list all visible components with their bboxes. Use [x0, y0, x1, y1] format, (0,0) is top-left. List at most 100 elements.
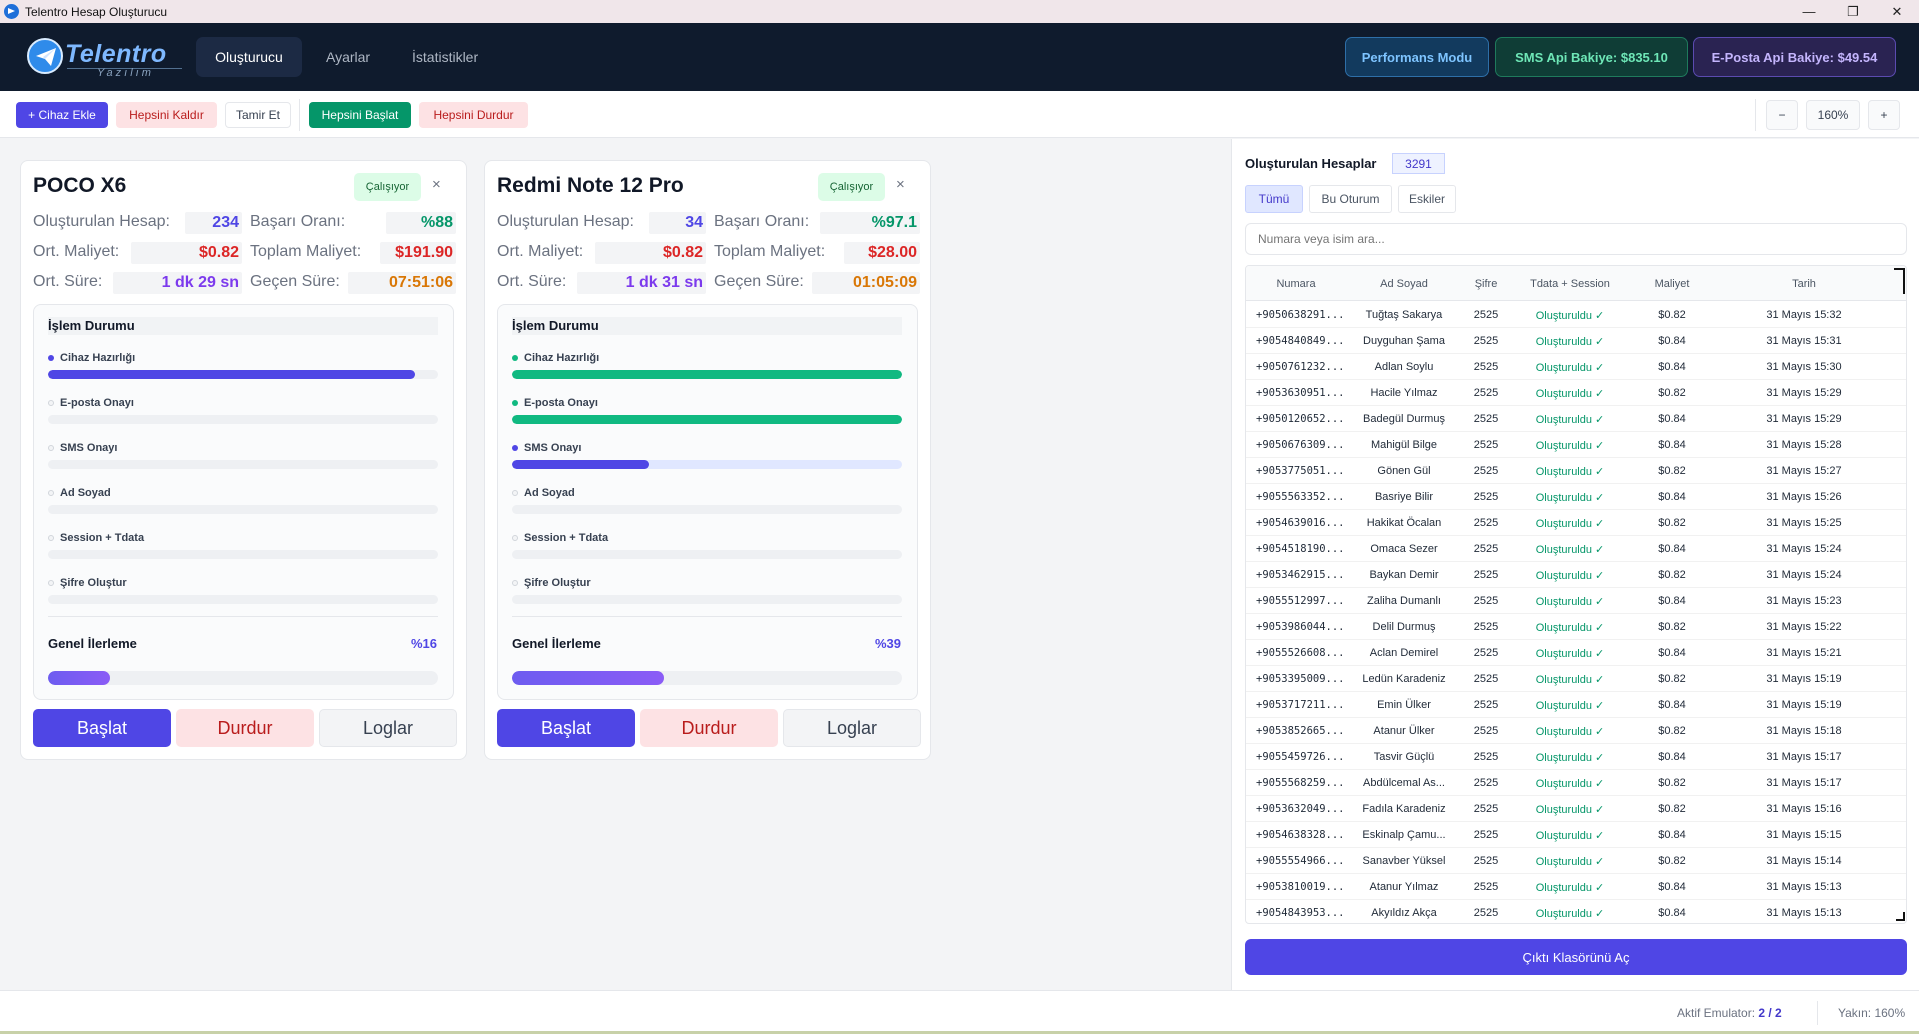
cell-tdata-status: Oluşturuldu ✓ [1535, 881, 1605, 894]
step-label: SMS Onayı [512, 442, 581, 454]
open-output-folder-button[interactable]: Çıktı Klasörünü Aç [1245, 939, 1907, 975]
cell-cost: $0.82 [1658, 777, 1686, 789]
table-row[interactable]: +9055568259... Abdülcemal As... 2525 Oluştu… [1246, 770, 1906, 796]
cell-name: Baykan Demir [1369, 569, 1439, 581]
divider [48, 616, 438, 617]
cell-password: 2525 [1473, 621, 1499, 633]
cell-tdata-status: Oluşturuldu ✓ [1535, 725, 1605, 738]
cell-date: 31 Mayıs 15:13 [1766, 907, 1842, 919]
table-row[interactable]: +9050120652... Badegül Durmuş 2525 Oluşturu… [1246, 406, 1906, 432]
start-button[interactable]: Başlat [33, 709, 171, 747]
filter-tab-old[interactable]: Eskiler [1398, 185, 1456, 213]
cell-tdata-status: Oluşturuldu ✓ [1535, 595, 1605, 608]
step-name: E-posta Onayı [524, 397, 598, 409]
table-row[interactable]: +9053632049... Fadıla Karadeniz 2525 Oluştu… [1246, 796, 1906, 822]
column-header[interactable]: Ad Soyad [1380, 277, 1428, 290]
minimize-button[interactable]: — [1802, 4, 1816, 19]
remove-all-button[interactable]: Hepsini Kaldır [116, 102, 217, 128]
column-header[interactable]: Tdata + Session [1530, 277, 1610, 290]
table-row[interactable]: +9054840849... Duyguhan Şama 2525 Oluşturul… [1246, 328, 1906, 354]
column-header[interactable]: Şifre [1474, 277, 1498, 290]
table-row[interactable]: +9053852665... Atanur Ülker 2525 Oluşturuld… [1246, 718, 1906, 744]
maximize-button[interactable]: ❐ [1847, 3, 1859, 19]
table-row[interactable]: +9053775051... Gönen Gül 2525 Oluşturuldu ✓… [1246, 458, 1906, 484]
cell-cost: $0.84 [1658, 907, 1686, 919]
cell-date: 31 Mayıs 15:23 [1766, 595, 1842, 607]
cell-name: Fadıla Karadeniz [1362, 803, 1446, 815]
table-row[interactable]: +9053630951... Hacile Yılmaz 2525 Oluşturul… [1246, 380, 1906, 406]
table-row[interactable]: +9054518190... Omaca Sezer 2525 Oluşturuldu… [1246, 536, 1906, 562]
table-row[interactable]: +9050638291... Tuğtaş Sakarya 2525 Oluşturu… [1246, 302, 1906, 328]
stop-button[interactable]: Durdur [640, 709, 778, 747]
cell-date: 31 Mayıs 15:22 [1766, 621, 1842, 633]
scrollbar-top-indicator[interactable] [1894, 268, 1905, 294]
cell-name: Akyıldız Akça [1371, 907, 1437, 919]
cell-password: 2525 [1473, 517, 1499, 529]
window-titlebar: Telentro Hesap Oluşturucu — ❐ ✕ [0, 0, 1919, 23]
cell-password: 2525 [1473, 881, 1499, 893]
success-rate-value: %88 [386, 212, 456, 234]
filter-tab-all[interactable]: Tümü [1245, 185, 1303, 213]
cell-date: 31 Mayıs 15:19 [1766, 699, 1842, 711]
overall-progress-fill [48, 671, 111, 685]
table-row[interactable]: +9053717211... Emin Ülker 2525 Oluşturuldu … [1246, 692, 1906, 718]
status-badge: Çalışıyor [818, 173, 885, 201]
table-row[interactable]: +9053986044... Delil Durmuş 2525 Oluşturuld… [1246, 614, 1906, 640]
repair-button[interactable]: Tamir Et [225, 102, 291, 128]
performance-mode-button[interactable]: Performans Modu [1345, 37, 1489, 77]
table-row[interactable]: +9055526608... Aclan Demirel 2525 Oluşturul… [1246, 640, 1906, 666]
zoom-in-button[interactable]: + [1868, 100, 1900, 130]
cell-name: Basriye Bilir [1374, 491, 1434, 503]
cell-tdata-status: Oluşturuldu ✓ [1535, 673, 1605, 686]
table-row[interactable]: +9055554966... Sanavber Yüksel 2525 Oluştur… [1246, 848, 1906, 874]
table-row[interactable]: +9053395009... Ledün Karadeniz 2525 Oluştur… [1246, 666, 1906, 692]
avg-time-value: 1 dk 29 sn [113, 272, 242, 294]
overall-progress-percent: %39 [874, 636, 901, 651]
step-progress-bar [48, 550, 438, 559]
resize-grip-icon[interactable] [1896, 912, 1905, 921]
stop-button[interactable]: Durdur [176, 709, 314, 747]
close-icon[interactable]: × [432, 176, 441, 193]
cell-number: +9053462915... [1256, 569, 1345, 581]
table-row[interactable]: +9054639016... Hakikat Öcalan 2525 Oluşturu… [1246, 510, 1906, 536]
add-device-button[interactable]: + Cihaz Ekle [16, 102, 108, 128]
cell-password: 2525 [1473, 699, 1499, 711]
column-header[interactable]: Numara [1276, 277, 1316, 290]
tab-istatistikler[interactable]: İstatistikler [412, 49, 479, 65]
cell-number: +9055568259... [1256, 777, 1345, 789]
table-row[interactable]: +9053462915... Baykan Demir 2525 Oluşturuld… [1246, 562, 1906, 588]
cell-name: Eskinalp Çamu... [1362, 829, 1446, 841]
column-header[interactable]: Tarih [1792, 277, 1816, 290]
cell-tdata-status: Oluşturuldu ✓ [1535, 309, 1605, 322]
filter-tab-session[interactable]: Bu Oturum [1309, 185, 1392, 213]
cell-tdata-status: Oluşturuldu ✓ [1535, 465, 1605, 478]
cell-password: 2525 [1473, 777, 1499, 789]
search-input[interactable] [1245, 223, 1907, 255]
start-all-button[interactable]: Hepsini Başlat [309, 102, 411, 128]
paper-plane-icon [27, 38, 63, 74]
cell-password: 2525 [1473, 907, 1499, 919]
close-icon[interactable]: × [896, 176, 905, 193]
table-row[interactable]: +9050761232... Adlan Soylu 2525 Oluşturuldu… [1246, 354, 1906, 380]
table-row[interactable]: +9053810019... Atanur Yılmaz 2525 Oluşturul… [1246, 874, 1906, 900]
column-header[interactable]: Maliyet [1654, 277, 1690, 290]
stop-all-button[interactable]: Hepsini Durdur [419, 102, 528, 128]
table-row[interactable]: +9055459726... Tasvir Güçlü 2525 Oluşturuld… [1246, 744, 1906, 770]
step-progress-bar [512, 370, 902, 379]
tab-olusturucu[interactable]: Oluşturucu [196, 37, 302, 77]
table-row[interactable]: +9055512997... Zaliha Dumanlı 2525 Oluşturu… [1246, 588, 1906, 614]
zoom-out-button[interactable]: − [1766, 100, 1798, 130]
table-row[interactable]: +9054843953... Akyıldız Akça 2525 Oluşturul… [1246, 900, 1906, 923]
table-row[interactable]: +9054638328... Eskinalp Çamu... 2525 Oluştu… [1246, 822, 1906, 848]
cell-date: 31 Mayıs 15:18 [1766, 725, 1842, 737]
logs-button[interactable]: Loglar [783, 709, 921, 747]
close-window-button[interactable]: ✕ [1891, 3, 1903, 19]
table-row[interactable]: +9055563352... Basriye Bilir 2525 Oluşturul… [1246, 484, 1906, 510]
step-progress-bar [48, 460, 438, 469]
table-row[interactable]: +9050676309... Mahigül Bilge 2525 Oluşturul… [1246, 432, 1906, 458]
cell-number: +9055554966... [1256, 855, 1345, 867]
logs-button[interactable]: Loglar [319, 709, 457, 747]
created-label: Oluşturulan Hesap: [33, 213, 170, 230]
tab-ayarlar[interactable]: Ayarlar [326, 49, 371, 65]
start-button[interactable]: Başlat [497, 709, 635, 747]
